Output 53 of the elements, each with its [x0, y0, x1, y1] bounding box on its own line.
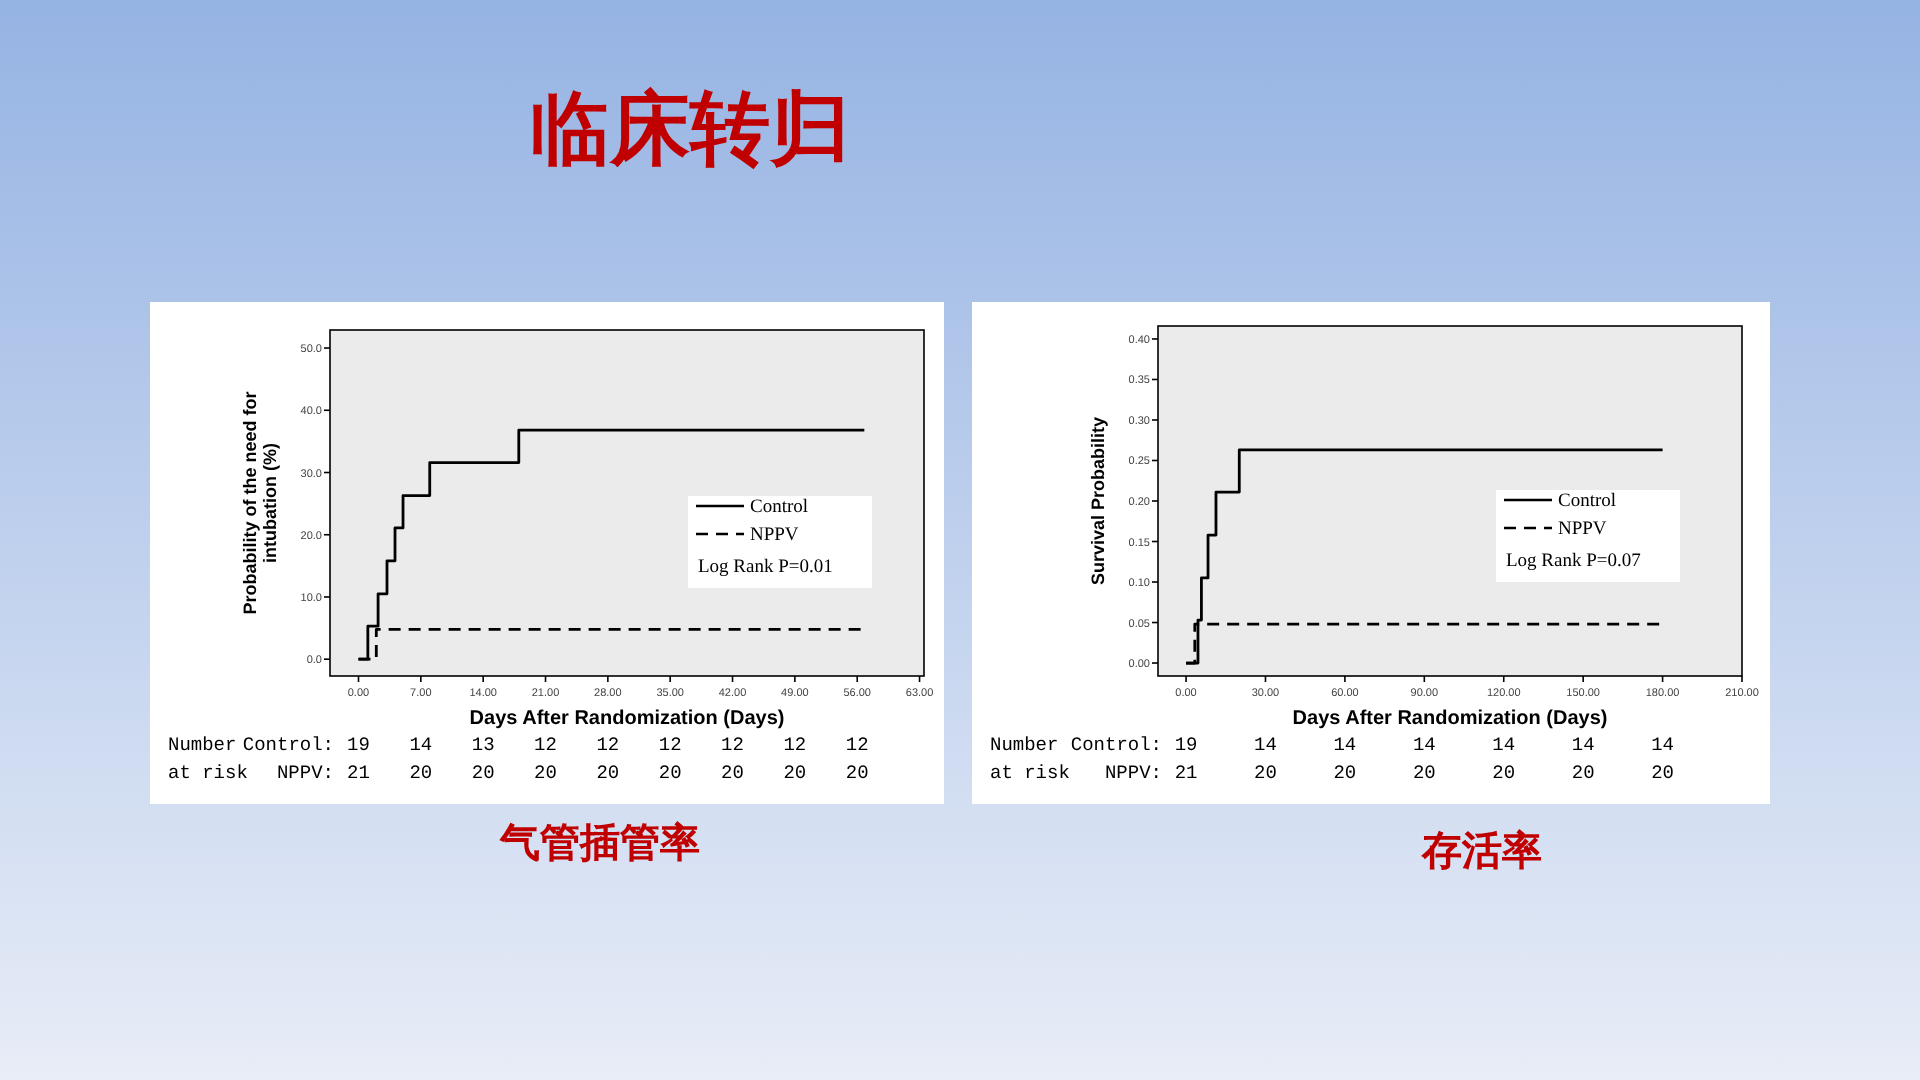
text: 20: [596, 762, 620, 784]
text: 14: [409, 734, 433, 756]
text: 14: [1333, 734, 1357, 756]
text: Control:: [1070, 734, 1162, 756]
text: 12: [721, 734, 745, 756]
text: 20: [1651, 762, 1675, 784]
legend-label: NPPV: [750, 526, 799, 546]
text: 存活率: [1420, 826, 1542, 874]
text: 12: [534, 734, 558, 756]
text: 14: [1492, 734, 1516, 756]
text: 19: [1174, 734, 1199, 756]
legend-label: Control: [1558, 492, 1617, 512]
text: Number: [990, 734, 1059, 756]
text: 13: [471, 734, 496, 756]
text: 20: [721, 762, 745, 784]
text: Number: [168, 734, 237, 756]
text: 14: [1571, 734, 1596, 756]
legend-label: NPPV: [1558, 520, 1607, 540]
text: 14: [1254, 734, 1278, 756]
text: 20: [471, 762, 496, 784]
text: 12: [596, 734, 620, 756]
text: NPPV:: [276, 762, 334, 784]
text: Control:: [242, 734, 334, 756]
text: 20: [534, 762, 558, 784]
text: 气管插管率: [498, 818, 700, 866]
text: 14: [1651, 734, 1675, 756]
annotation: Log Rank P=0.01: [698, 558, 834, 578]
text: 20: [1333, 762, 1357, 784]
y-axis-title: Probability of the need for intubation (%): [240, 390, 280, 615]
text: 20: [783, 762, 807, 784]
text: 20: [1412, 762, 1437, 784]
text: at risk: [168, 762, 249, 784]
text: 19: [347, 734, 371, 756]
text: 20: [1571, 762, 1596, 784]
text: 20: [845, 762, 870, 784]
text: 20: [409, 762, 433, 784]
text: 21: [1174, 762, 1199, 784]
text: 20: [658, 762, 683, 784]
text: 21: [347, 762, 371, 784]
text: 12: [658, 734, 683, 756]
text: 20: [1492, 762, 1516, 784]
x-axis-title: Days After Randomization (Days): [469, 708, 785, 730]
annotation: Log Rank P=0.07: [1506, 552, 1642, 572]
text: 12: [783, 734, 807, 756]
text: at risk: [990, 762, 1071, 784]
text: 20: [1254, 762, 1278, 784]
x-axis-title: Days After Randomization (Days): [1292, 708, 1608, 730]
text: 临床转归: [530, 84, 850, 176]
legend-label: Control: [750, 498, 809, 518]
text: 12: [845, 734, 870, 756]
text: 14: [1412, 734, 1437, 756]
y-axis-title: Survival Probability: [1088, 416, 1108, 586]
text: NPPV:: [1104, 762, 1162, 784]
